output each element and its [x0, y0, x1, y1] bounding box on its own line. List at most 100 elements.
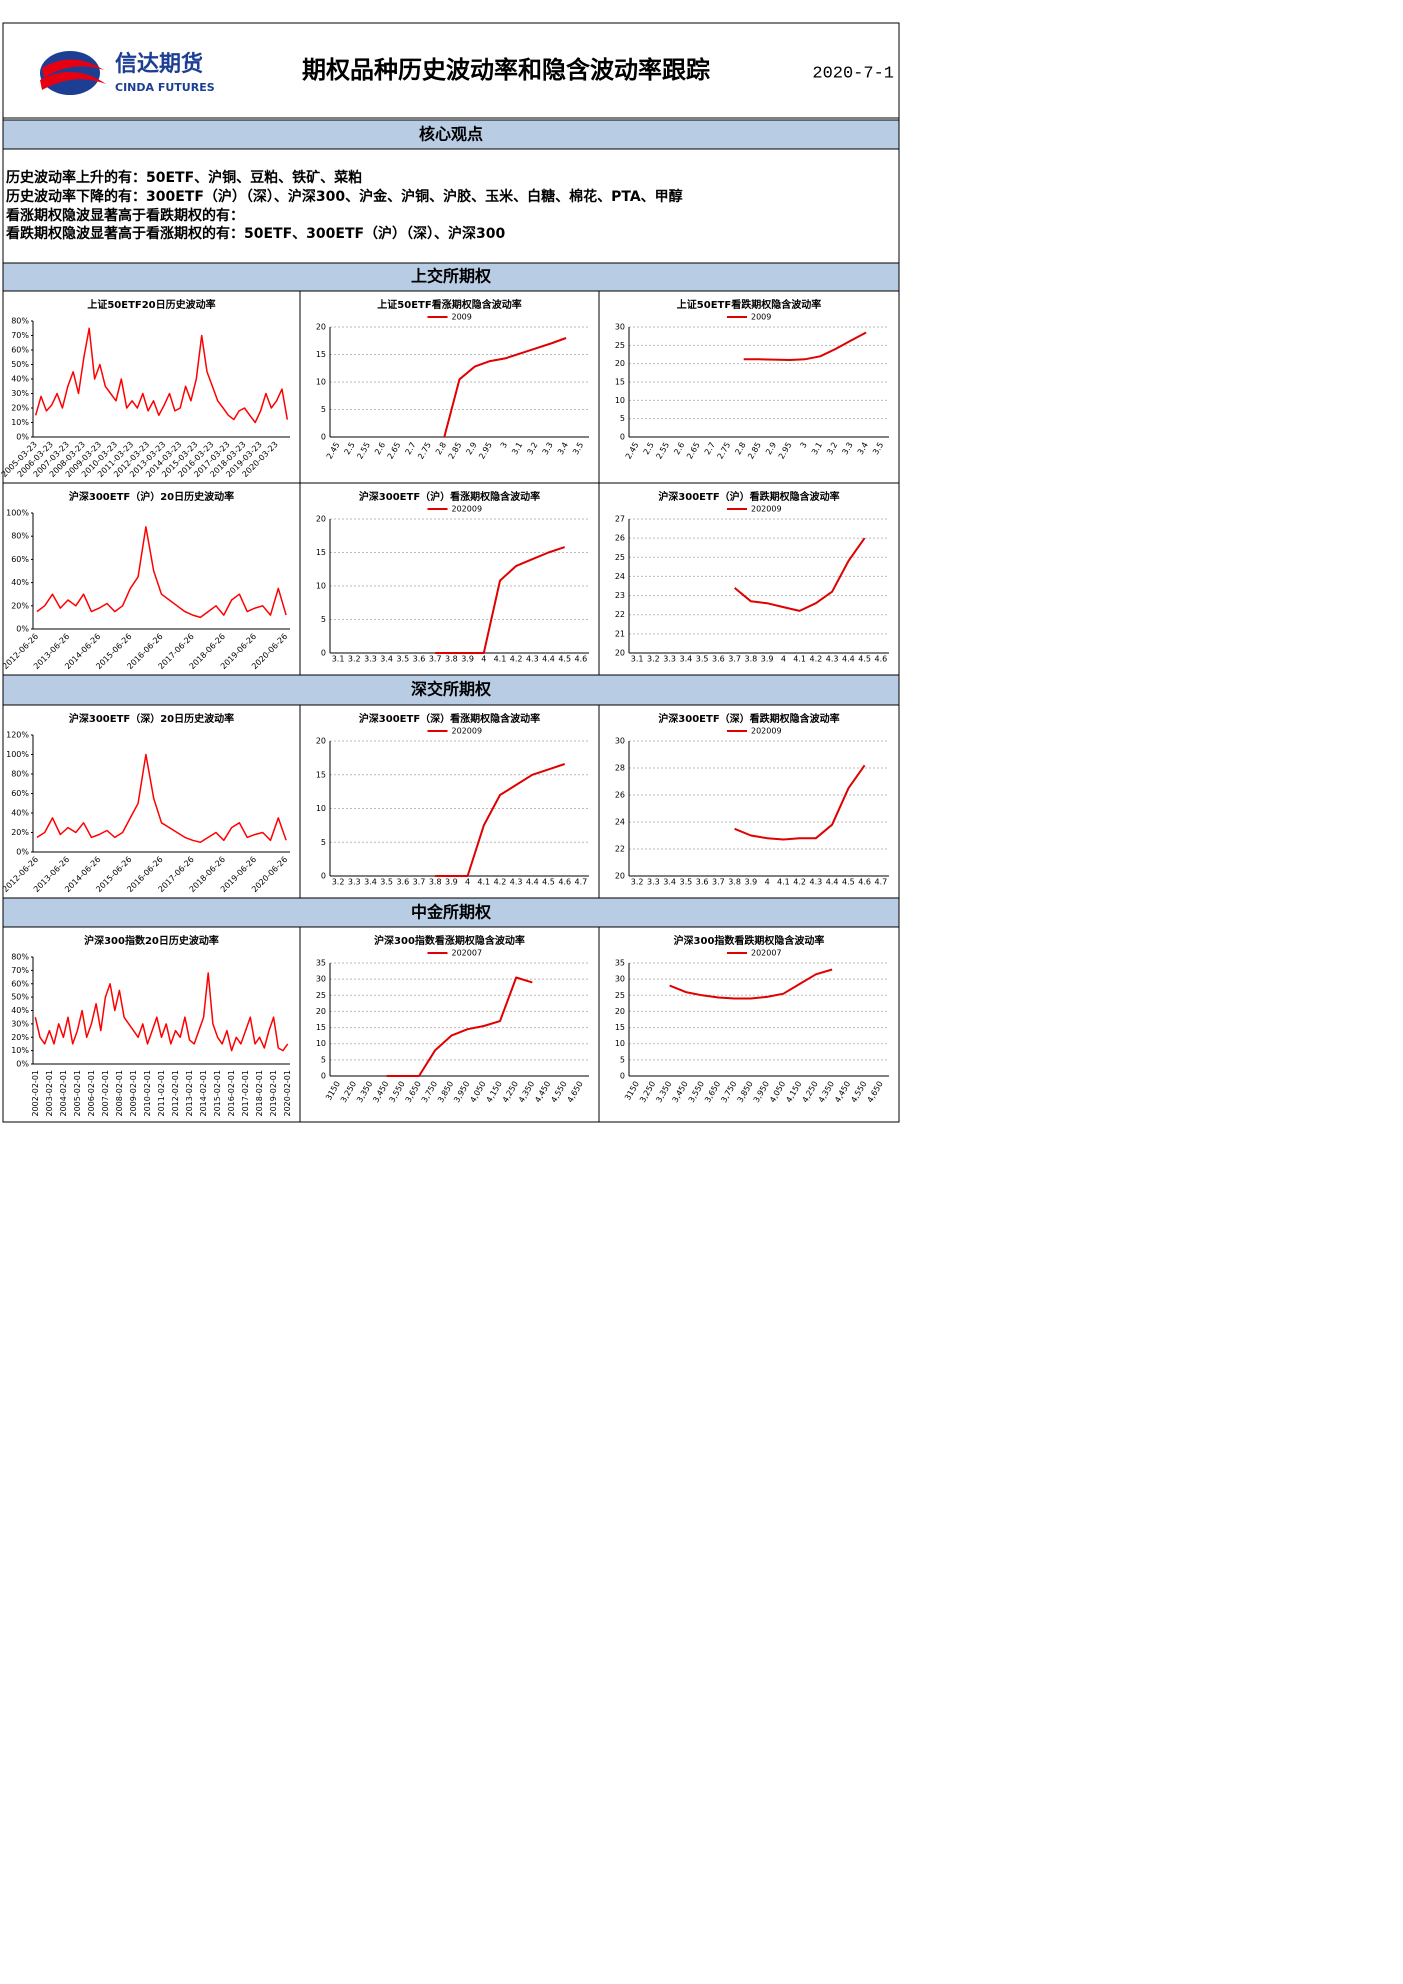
- chart-frame: [598, 704, 900, 899]
- y-tick-label: 25: [615, 553, 625, 562]
- y-tick-label: 26: [615, 791, 625, 800]
- x-tick-label: 4.6: [575, 655, 588, 664]
- core-view-line: 看跌期权隐波显著高于看涨期权的有：50ETF、300ETF（沪）（深）、沪深30…: [5, 225, 506, 242]
- chart-title: 沪深300指数20日历史波动率: [84, 934, 219, 947]
- x-tick-label: 2011-02-01: [157, 1070, 166, 1117]
- x-tick-label: 3.4: [680, 655, 693, 664]
- x-tick-label: 4.1: [793, 655, 806, 664]
- logo-cn: 信达期货: [115, 51, 203, 77]
- y-tick-label: 80%: [11, 317, 29, 326]
- x-tick-label: 3.8: [429, 878, 442, 887]
- chart-frame: [598, 482, 900, 676]
- x-tick-label: 3.1: [332, 655, 345, 664]
- x-tick-label: 3: [499, 441, 509, 450]
- y-tick-label: 80%: [11, 953, 29, 962]
- x-tick-label: 2014-02-01: [199, 1070, 208, 1117]
- y-tick-label: 10: [316, 378, 326, 387]
- legend-label: 202009: [452, 727, 483, 736]
- x-tick-label: 4.6: [858, 878, 871, 887]
- y-tick-label: 40%: [11, 375, 29, 384]
- y-tick-label: 5: [620, 1055, 625, 1064]
- core-view-line: 历史波动率下降的有：300ETF（沪）（深）、沪深300、沪金、沪铜、沪胶、玉米…: [6, 188, 683, 205]
- legend-label: 202009: [751, 727, 782, 736]
- x-tick-label: 2006-02-01: [87, 1070, 96, 1117]
- y-tick-label: 20%: [11, 601, 29, 610]
- x-tick-label: 3.7: [712, 878, 725, 887]
- section-title: 中金所期权: [411, 903, 492, 922]
- x-tick-label: 4.2: [510, 655, 523, 664]
- data-line: [733, 537, 866, 612]
- x-tick-label: 3.5: [680, 878, 693, 887]
- x-tick-label: 2016-02-01: [227, 1070, 236, 1117]
- x-tick-label: 3.2: [348, 655, 361, 664]
- y-tick-label: 22: [615, 845, 625, 854]
- x-tick-label: 4.2: [810, 655, 823, 664]
- y-tick-label: 70%: [11, 966, 29, 975]
- y-tick-label: 0%: [16, 1060, 29, 1069]
- x-tick-label: 2007-02-01: [101, 1070, 110, 1117]
- y-tick-label: 10: [316, 582, 326, 591]
- legend-label: 2009: [751, 313, 771, 322]
- x-tick-label: 3.9: [461, 655, 474, 664]
- y-tick-label: 35: [615, 959, 625, 968]
- y-tick-label: 0%: [16, 848, 29, 857]
- x-tick-label: 4: [781, 655, 786, 664]
- y-tick-label: 0%: [16, 625, 29, 634]
- x-tick-label: 3.6: [396, 878, 409, 887]
- x-tick-label: 2003-02-01: [45, 1070, 54, 1117]
- y-tick-label: 10: [316, 1039, 326, 1048]
- chart-title: 沪深300ETF（沪）看跌期权隐含波动率: [658, 490, 839, 503]
- y-tick-label: 25: [615, 341, 625, 350]
- y-tick-label: 0%: [16, 433, 29, 442]
- y-tick-label: 40%: [11, 1006, 29, 1015]
- x-tick-label: 3.8: [445, 655, 458, 664]
- x-tick-label: 3.6: [696, 878, 709, 887]
- chart-title: 沪深300ETF（深）20日历史波动率: [69, 712, 234, 725]
- data-line: [743, 331, 867, 361]
- y-tick-label: 80%: [11, 770, 29, 779]
- y-tick-label: 15: [615, 378, 625, 387]
- y-tick-label: 10%: [11, 1046, 29, 1055]
- x-tick-label: 4.1: [777, 878, 790, 887]
- data-line: [386, 976, 533, 1077]
- y-tick-label: 15: [316, 1023, 326, 1032]
- y-tick-label: 5: [321, 405, 326, 414]
- x-tick-label: 4: [465, 878, 470, 887]
- y-tick-label: 30: [615, 323, 625, 332]
- legend-label: 2009: [452, 313, 472, 322]
- y-tick-label: 30: [615, 975, 625, 984]
- data-line: [443, 337, 567, 438]
- y-tick-label: 60%: [11, 789, 29, 798]
- x-tick-label: 3.2: [647, 655, 660, 664]
- x-tick-label: 3.3: [348, 878, 361, 887]
- y-tick-label: 60%: [11, 979, 29, 988]
- data-line: [34, 327, 289, 424]
- x-tick-label: 2005-02-01: [73, 1070, 82, 1117]
- x-tick-label: 4.7: [575, 878, 588, 887]
- y-tick-label: 0: [321, 872, 326, 881]
- legend-label: 202009: [751, 505, 782, 514]
- y-tick-label: 60%: [11, 555, 29, 564]
- data-line: [34, 972, 289, 1052]
- x-tick-label: 3.3: [364, 655, 377, 664]
- x-tick-label: 4.6: [558, 878, 571, 887]
- x-tick-label: 2013-02-01: [185, 1070, 194, 1117]
- data-line: [36, 526, 287, 619]
- x-tick-label: 3.1: [631, 655, 644, 664]
- y-tick-label: 25: [316, 991, 326, 1000]
- y-tick-label: 20: [615, 1007, 625, 1016]
- report-date: 2020-7-1: [812, 64, 894, 83]
- section-title: 核心观点: [419, 125, 483, 144]
- x-tick-label: 4.1: [494, 655, 507, 664]
- x-tick-label: 2010-02-01: [143, 1070, 152, 1117]
- x-tick-label: 3.4: [364, 878, 377, 887]
- chart-frame: [299, 704, 600, 899]
- x-tick-label: 3.3: [663, 655, 676, 664]
- data-line: [36, 753, 287, 844]
- chart-title: 上证50ETF20日历史波动率: [87, 298, 215, 311]
- x-tick-label: 3.2: [332, 878, 345, 887]
- chart-frame: [598, 290, 900, 484]
- y-tick-label: 50%: [11, 993, 29, 1002]
